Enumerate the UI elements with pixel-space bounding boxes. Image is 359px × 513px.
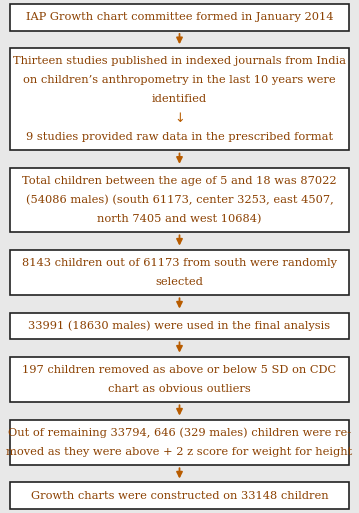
- Text: 33991 (18630 males) were used in the final analysis: 33991 (18630 males) were used in the fin…: [28, 321, 331, 331]
- Text: Growth charts were constructed on 33148 children: Growth charts were constructed on 33148 …: [31, 490, 328, 501]
- Bar: [10, 249, 349, 295]
- Text: on children’s anthropometry in the last 10 years were: on children’s anthropometry in the last …: [23, 75, 336, 85]
- Text: ↓: ↓: [174, 111, 185, 125]
- Bar: [10, 482, 349, 509]
- Text: Total children between the age of 5 and 18 was 87022: Total children between the age of 5 and …: [22, 176, 337, 186]
- Bar: [10, 420, 349, 465]
- Bar: [10, 312, 349, 339]
- Text: Thirteen studies published in indexed journals from India: Thirteen studies published in indexed jo…: [13, 56, 346, 66]
- Text: 9 studies provided raw data in the prescribed format: 9 studies provided raw data in the presc…: [26, 132, 333, 142]
- Bar: [10, 48, 349, 150]
- Bar: [10, 168, 349, 232]
- Text: north 7405 and west 10684): north 7405 and west 10684): [97, 213, 262, 224]
- Text: selected: selected: [155, 277, 204, 287]
- Text: moved as they were above + 2 z score for weight for height: moved as they were above + 2 z score for…: [6, 447, 353, 457]
- Bar: [10, 357, 349, 402]
- Text: Out of remaining 33794, 646 (329 males) children were re-: Out of remaining 33794, 646 (329 males) …: [8, 427, 351, 438]
- Text: chart as obvious outliers: chart as obvious outliers: [108, 384, 251, 393]
- Text: identified: identified: [152, 94, 207, 104]
- Bar: [10, 4, 349, 31]
- Text: 8143 children out of 61173 from south were randomly: 8143 children out of 61173 from south we…: [22, 258, 337, 268]
- Text: (54086 males) (south 61173, center 3253, east 4507,: (54086 males) (south 61173, center 3253,…: [25, 194, 334, 205]
- Text: 197 children removed as above or below 5 SD on CDC: 197 children removed as above or below 5…: [22, 365, 337, 375]
- Text: IAP Growth chart committee formed in January 2014: IAP Growth chart committee formed in Jan…: [26, 12, 333, 23]
